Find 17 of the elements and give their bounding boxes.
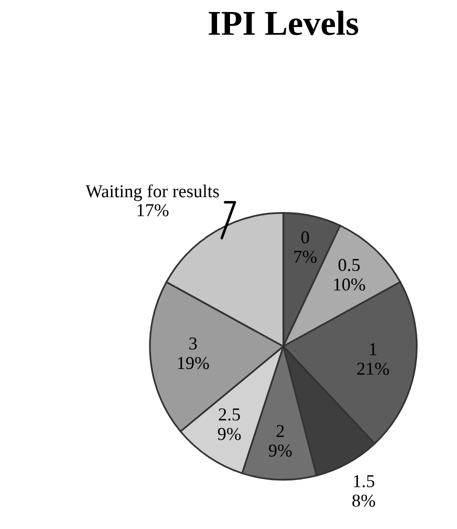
data-label: 17% xyxy=(138,204,168,216)
slice-label: 2.5 xyxy=(218,408,240,421)
slice-label: 0 xyxy=(301,231,309,244)
slice-label: 0.5 xyxy=(338,258,360,272)
slice-label: 1 xyxy=(370,343,376,356)
data-label: 21% xyxy=(357,362,389,375)
data-label: 8% xyxy=(352,494,376,507)
data-label: 9% xyxy=(218,428,241,440)
data-label: 19% xyxy=(178,356,209,370)
data-label: 10% xyxy=(334,278,366,291)
slice-label: 1.5 xyxy=(354,475,374,488)
data-label: 7% xyxy=(294,250,317,263)
slice-label: 2 xyxy=(276,424,284,437)
slice-label: 3 xyxy=(189,337,197,350)
chart-title: IPI Levels xyxy=(208,10,358,36)
data-label: 9% xyxy=(268,444,292,457)
slice-label: Waiting for results xyxy=(86,184,219,202)
